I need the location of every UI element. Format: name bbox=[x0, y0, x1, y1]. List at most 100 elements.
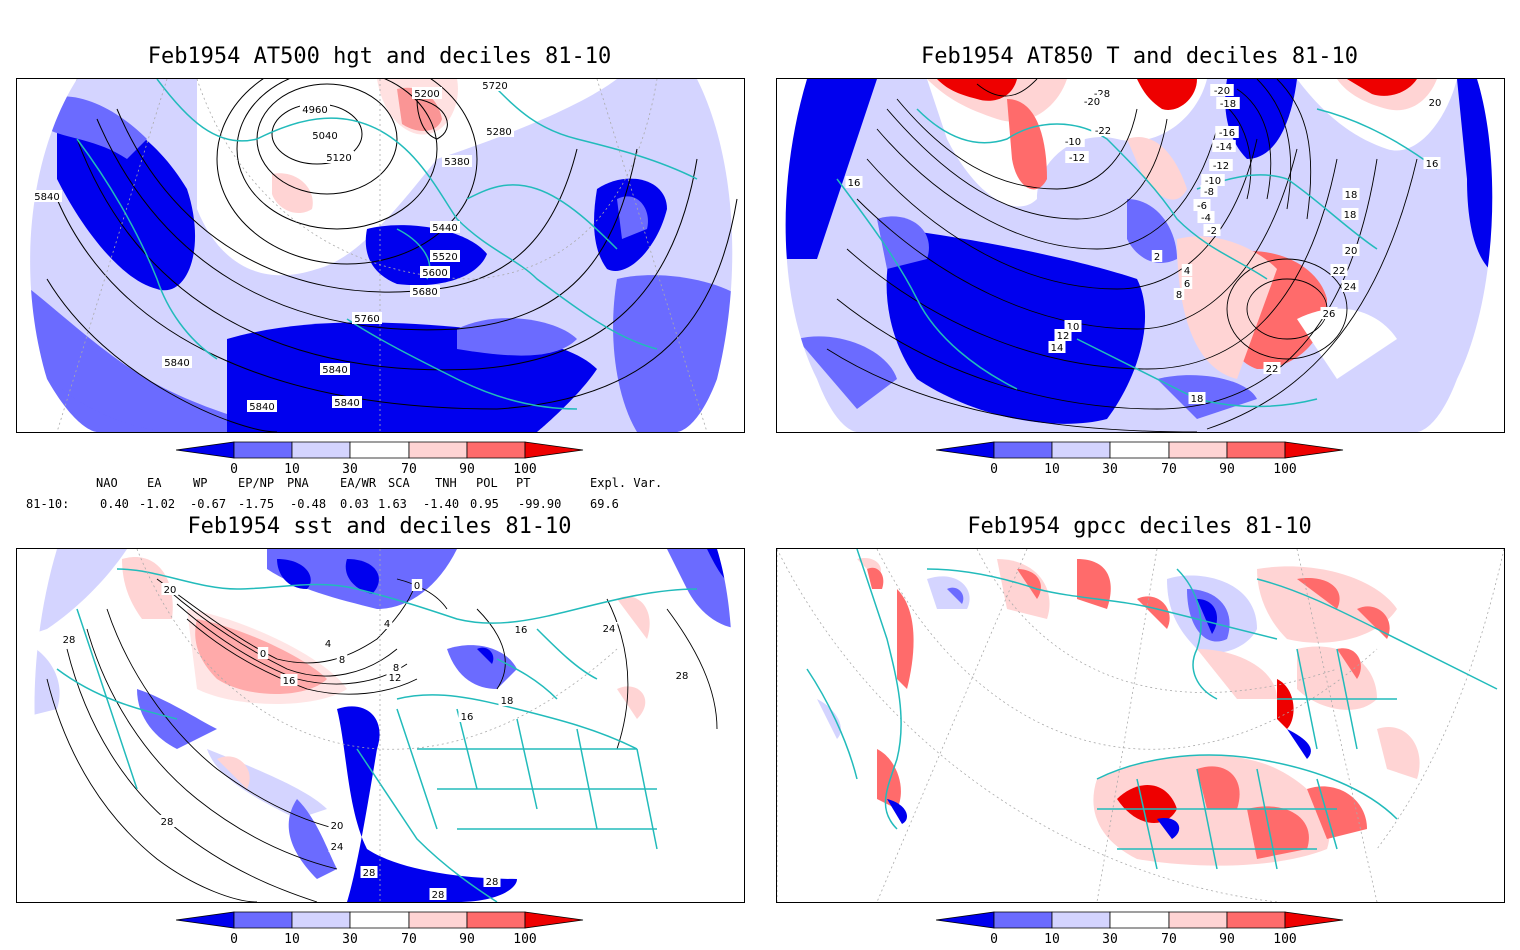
contour-label: 8 bbox=[1176, 290, 1182, 301]
index-header: POL bbox=[476, 476, 498, 490]
colorbar-segment bbox=[1226, 911, 1286, 929]
contour-label-bg bbox=[512, 623, 530, 635]
contour-label: 12 bbox=[1057, 331, 1070, 342]
contour-label-bg bbox=[322, 637, 334, 649]
contour-label: 4 bbox=[384, 619, 390, 630]
panel-title-3: Feb1954 sst and deciles 81-10 bbox=[187, 514, 572, 539]
contour-label: 5600 bbox=[422, 268, 447, 279]
contour-label-bg bbox=[1341, 208, 1359, 220]
contour-label-bg bbox=[352, 312, 382, 324]
index-header: SCA bbox=[388, 476, 410, 490]
contour-label-bg bbox=[1210, 84, 1234, 96]
index-header: EA bbox=[147, 476, 162, 490]
contour-label: 24 bbox=[1344, 282, 1357, 293]
contour-label: 5760 bbox=[354, 314, 379, 325]
contour-label-bg bbox=[1080, 95, 1104, 107]
contour-label: 28 bbox=[363, 868, 376, 879]
colorbar-segment bbox=[1226, 441, 1286, 459]
contour-label-bg bbox=[430, 221, 460, 233]
contour-label-bg bbox=[1423, 157, 1441, 169]
contour-label-bg bbox=[336, 653, 348, 665]
map-panel-sst: 20 28 0 4 8 12 16 16 18 24 28 28 20 24 28 28 28 0 4 8 16 bbox=[16, 548, 745, 903]
contour-label: -10 bbox=[1065, 137, 1081, 148]
colorbar-top-right: 0 10 30 70 90 100 bbox=[935, 440, 1356, 480]
contour-label-bg bbox=[845, 176, 863, 188]
contour-label: 8 bbox=[393, 663, 399, 674]
contour-label: 5280 bbox=[486, 127, 511, 138]
contour-label: 16 bbox=[515, 625, 528, 636]
contour-label: 5840 bbox=[164, 358, 189, 369]
colorbar-segment bbox=[466, 911, 526, 929]
index-header: NAO bbox=[96, 476, 118, 490]
contour-label: 28 bbox=[486, 877, 499, 888]
contour-label: 0 bbox=[414, 581, 420, 592]
contour-label: 5520 bbox=[432, 252, 457, 263]
index-header: PNA bbox=[287, 476, 309, 490]
contour-label: 5720 bbox=[482, 81, 507, 92]
colorbar-tick-label: 0 bbox=[990, 462, 998, 477]
contour-label-bg bbox=[32, 190, 62, 202]
contour-label-bg bbox=[1197, 211, 1215, 223]
contour-label: 5380 bbox=[444, 157, 469, 168]
contour-label: 10 bbox=[1067, 322, 1080, 333]
contour-label-bg bbox=[390, 661, 402, 673]
colorbar-segment bbox=[408, 441, 468, 459]
contour-label-bg bbox=[1200, 185, 1218, 197]
colorbar-tick-label: 30 bbox=[1102, 462, 1118, 477]
colorbar-tick-label: 90 bbox=[459, 462, 475, 477]
index-value: 1.63 bbox=[378, 497, 407, 511]
colorbar-segment bbox=[466, 441, 526, 459]
contour-label-bg bbox=[1342, 244, 1360, 256]
colorbar-tick-label: 100 bbox=[1273, 462, 1297, 477]
contour-label-bg bbox=[1054, 329, 1072, 341]
contour-label-bg bbox=[412, 87, 442, 99]
index-value: -0.67 bbox=[190, 497, 227, 511]
contour-label-bg bbox=[1065, 151, 1089, 163]
contour-label-bg bbox=[1342, 188, 1360, 200]
contour-label-bg bbox=[410, 285, 440, 297]
contour-label: 5200 bbox=[414, 89, 439, 100]
colorbar-segment bbox=[993, 911, 1053, 929]
contour-label: 24 bbox=[603, 624, 616, 635]
contour-label: 18 bbox=[1344, 210, 1357, 221]
colorbar-segment bbox=[291, 441, 351, 459]
contour-label: -12 bbox=[1213, 161, 1229, 172]
contour-label: 18 bbox=[501, 696, 514, 707]
index-header: TNH bbox=[435, 476, 457, 490]
contour-label-bg bbox=[411, 579, 423, 591]
contour-label: -8 bbox=[1204, 187, 1214, 198]
contour-label-bg bbox=[161, 583, 179, 595]
contour-label-bg bbox=[1173, 288, 1185, 300]
contour-label: 2 bbox=[1154, 252, 1160, 263]
colorbar-segment bbox=[935, 911, 995, 929]
contour-label: 22 bbox=[1266, 364, 1279, 375]
contour-label: -22 bbox=[1095, 126, 1111, 137]
contour-label: 0 bbox=[260, 649, 266, 660]
contour-label-bg bbox=[442, 155, 472, 167]
colorbar-segment bbox=[233, 441, 293, 459]
contour-label: 24 bbox=[331, 842, 344, 853]
index-value: 0.40 bbox=[100, 497, 129, 511]
colorbar-segment bbox=[175, 441, 235, 459]
contour-label: -12 bbox=[1069, 153, 1085, 164]
contour-label-bg bbox=[1061, 135, 1085, 147]
contour-label-bg bbox=[1212, 140, 1236, 152]
contour-label-bg bbox=[247, 400, 277, 412]
contour-label-bg bbox=[1330, 264, 1348, 276]
contour-label-bg bbox=[1341, 280, 1359, 292]
contour-label-bg bbox=[484, 125, 514, 137]
contour-label: 4 bbox=[1184, 266, 1190, 277]
panel-title-2: Feb1954 AT850 T and deciles 81-10 bbox=[920, 44, 1359, 69]
contour-label: 16 bbox=[848, 178, 861, 189]
contour-label-bg bbox=[386, 671, 404, 683]
contour-label-bg bbox=[1188, 392, 1206, 404]
contour-label-bg bbox=[1048, 341, 1066, 353]
colorbar-tick-label: 10 bbox=[284, 462, 300, 477]
contour-label: 20 bbox=[164, 585, 177, 596]
contour-label-bg bbox=[458, 710, 476, 722]
contour-label: 16 bbox=[461, 712, 474, 723]
contour-label-bg bbox=[60, 633, 78, 645]
colorbar-tick-label: 70 bbox=[401, 462, 417, 477]
index-value: 69.6 bbox=[590, 497, 619, 511]
contour-label: 4960 bbox=[302, 105, 327, 116]
